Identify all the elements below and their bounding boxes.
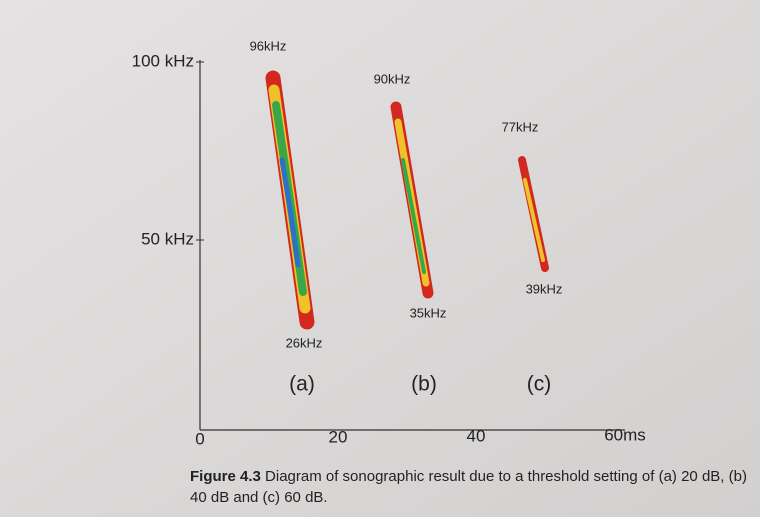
caption-label: Figure 4.3 xyxy=(190,468,261,485)
panel-label: (b) xyxy=(411,373,437,396)
y-tick-label: 100 kHz xyxy=(132,51,194,70)
caption-box: Figure 4.3 Diagram of sonographic result… xyxy=(190,466,750,514)
caption-text: Diagram of sonographic result due to a t… xyxy=(190,468,747,506)
caption: Figure 4.3 Diagram of sonographic result… xyxy=(190,466,750,508)
x-tick-label: 60ms xyxy=(604,425,646,444)
call-label: 26kHz xyxy=(286,335,323,350)
panel-label: (a) xyxy=(289,373,315,396)
x-tick-label: 0 xyxy=(195,429,204,448)
page: 100 kHz 50 kHz 0 20 40 60ms 96kHz 26kHz … xyxy=(0,0,760,517)
x-tick-label: 20 xyxy=(329,427,348,446)
call-label: 96kHz xyxy=(250,38,287,53)
y-tick-label: 50 kHz xyxy=(141,229,194,248)
x-tick-label: 40 xyxy=(467,426,486,445)
call-label: 35kHz xyxy=(410,305,447,320)
panel-label: (c) xyxy=(527,373,552,396)
call-label: 39kHz xyxy=(526,281,563,296)
call-label: 90kHz xyxy=(374,71,411,86)
figure: 100 kHz 50 kHz 0 20 40 60ms 96kHz 26kHz … xyxy=(0,0,760,517)
call-label: 77kHz xyxy=(502,119,539,134)
